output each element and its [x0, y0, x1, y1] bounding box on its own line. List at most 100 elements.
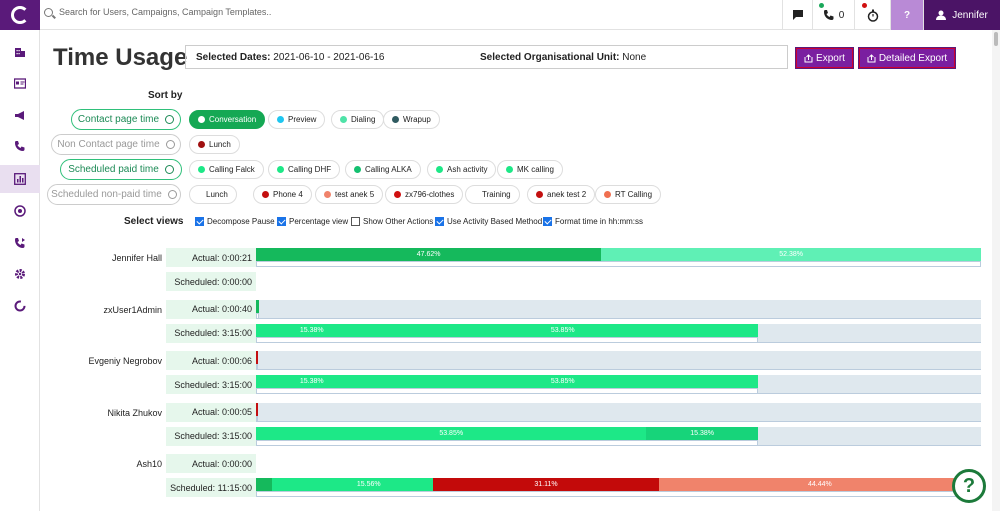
activity-label: Phone 4: [273, 190, 303, 199]
sidebar-item-reports[interactable]: [0, 165, 40, 193]
search-icon: [44, 7, 53, 17]
view-option[interactable]: Use Activity Based Method: [435, 217, 542, 226]
activity-filter[interactable]: RT Calling: [595, 185, 662, 204]
scheduled-segment[interactable]: 15.38%: [646, 426, 758, 440]
question-icon: ?: [903, 9, 911, 21]
export-label: Export: [816, 52, 845, 64]
phone-status-button[interactable]: 0: [812, 0, 854, 30]
activity-filter[interactable]: Calling Falck: [189, 160, 264, 179]
status-dot-icon: [262, 191, 269, 198]
activity-filter[interactable]: Ash activity: [427, 160, 497, 179]
activity-filter[interactable]: anek test 2: [527, 185, 596, 204]
status-dot-icon: [536, 191, 543, 198]
help-button[interactable]: ?: [890, 0, 923, 30]
scheduled-segment[interactable]: 53.85%: [256, 426, 647, 440]
sidebar-item-organisation[interactable]: [0, 38, 40, 66]
actual-time-label: Actual: 0:00:00: [166, 454, 256, 473]
actual-segment[interactable]: 52.38%: [601, 248, 981, 261]
activity-filter[interactable]: Conversation: [189, 110, 266, 129]
activity-filter[interactable]: Training: [465, 185, 520, 204]
search-bar[interactable]: Search for Users, Campaigns, Campaign Te…: [44, 7, 271, 17]
actual-bar: 47.62% 52.38%: [256, 248, 981, 267]
sidebar-item-goals[interactable]: [0, 197, 40, 225]
timer-button[interactable]: [854, 0, 890, 30]
sidebar-item-contacts[interactable]: [0, 69, 40, 97]
scrollbar-thumb[interactable]: [994, 32, 998, 46]
scheduled-segment[interactable]: 53.85%: [367, 375, 758, 388]
actual-bar: [256, 402, 981, 422]
checkbox-icon[interactable]: [277, 217, 286, 226]
activity-filter[interactable]: Wrapup: [383, 110, 440, 129]
phone-icon: [823, 10, 834, 20]
sidebar-item-call-routing[interactable]: [0, 229, 40, 257]
activity-filter[interactable]: zx796-clothes: [385, 185, 464, 204]
detailed-export-button[interactable]: Detailed Export: [858, 47, 956, 69]
activity-label: anek test 2: [547, 190, 587, 199]
activity-filter[interactable]: Dialing: [331, 110, 385, 129]
checkbox-icon[interactable]: [351, 217, 360, 226]
actual-outline: [256, 312, 259, 319]
top-bar: Search for Users, Campaigns, Campaign Te…: [0, 0, 1000, 30]
scheduled-bar: 15.38% 53.85%: [256, 375, 981, 394]
sidebar-item-campaigns[interactable]: [0, 101, 40, 129]
actual-segment[interactable]: 47.62%: [256, 248, 602, 261]
category-3[interactable]: Scheduled paid time: [60, 159, 182, 180]
view-option[interactable]: Format time in hh:mm:ss: [543, 217, 643, 226]
scrollbar[interactable]: [992, 30, 1000, 511]
selection-summary: Selected Dates: 2021-06-10 - 2021-06-16 …: [185, 45, 788, 69]
category-2[interactable]: Non Contact page time: [51, 134, 181, 155]
view-option[interactable]: Show Other Actions: [351, 217, 433, 226]
sidebar-item-calls[interactable]: [0, 132, 40, 160]
scheduled-segment[interactable]: [256, 478, 273, 491]
user-menu[interactable]: Jennifer: [923, 0, 1000, 30]
scheduled-segment[interactable]: 44.44%: [658, 478, 981, 491]
status-dot-icon: [354, 166, 361, 173]
sidebar-item-settings[interactable]: [0, 260, 40, 288]
select-views-label: Select views: [124, 216, 184, 227]
activity-filter[interactable]: Calling DHF: [268, 160, 341, 179]
actual-segment[interactable]: [256, 402, 258, 416]
checkbox-icon[interactable]: [543, 217, 552, 226]
radio-icon: [165, 115, 175, 124]
scheduled-time-label: Scheduled: 3:15:00: [166, 323, 256, 343]
actual-bar: [256, 351, 981, 370]
activity-filter[interactable]: Calling ALKA: [345, 160, 421, 179]
scheduled-segment[interactable]: 31.11%: [433, 478, 659, 491]
selected-unit: Selected Organisational Unit: None: [480, 52, 646, 63]
scheduled-remaining: [757, 375, 981, 394]
checkbox-icon[interactable]: [195, 217, 204, 226]
scheduled-time-label: Scheduled: 3:15:00: [166, 375, 256, 394]
scheduled-segment[interactable]: 53.85%: [367, 323, 758, 337]
export-button[interactable]: Export: [795, 47, 854, 69]
activity-filter[interactable]: MK calling: [497, 160, 563, 179]
activity-filter[interactable]: Phone 4: [253, 185, 312, 204]
scheduled-outline: [256, 491, 981, 497]
activity-filter[interactable]: test anek 5: [315, 185, 384, 204]
floating-help-button[interactable]: ?: [952, 469, 986, 503]
actual-segment[interactable]: [256, 299, 259, 313]
status-dot-icon: [198, 166, 205, 173]
activity-label: zx796-clothes: [405, 190, 455, 199]
category-label: Scheduled paid time: [68, 164, 159, 175]
category-1[interactable]: Contact page time: [71, 109, 181, 130]
scheduled-segment[interactable]: [272, 478, 305, 491]
activity-filter[interactable]: Preview: [268, 110, 326, 129]
scheduled-segment[interactable]: 15.38%: [256, 375, 368, 388]
app-logo[interactable]: [0, 0, 40, 30]
sidebar-item-brand[interactable]: [0, 292, 40, 320]
phone-count: 0: [838, 9, 845, 21]
actual-segment[interactable]: [256, 351, 258, 364]
chat-button[interactable]: [782, 0, 812, 30]
activity-label: Conversation: [209, 115, 257, 124]
scheduled-outline: [256, 388, 758, 394]
scheduled-segment[interactable]: 15.38%: [256, 323, 368, 337]
category-4[interactable]: Scheduled non-paid time: [47, 184, 181, 205]
activity-filter[interactable]: Lunch: [189, 135, 240, 154]
view-option[interactable]: Percentage view: [277, 217, 348, 226]
scheduled-segment[interactable]: 15.56%: [304, 478, 434, 491]
checkbox-icon[interactable]: [435, 217, 444, 226]
search-input[interactable]: Search for Users, Campaigns, Campaign Te…: [59, 7, 272, 17]
view-option[interactable]: Decompose Pause: [195, 217, 275, 226]
activity-filter[interactable]: Lunch: [189, 185, 237, 204]
logo-icon: [11, 6, 29, 24]
